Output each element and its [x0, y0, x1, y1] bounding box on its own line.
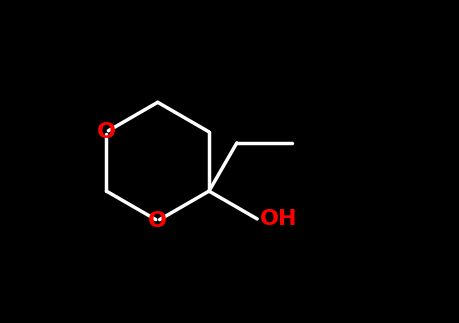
Text: OH: OH	[260, 209, 297, 229]
Text: O: O	[148, 211, 167, 231]
Text: O: O	[97, 122, 116, 142]
